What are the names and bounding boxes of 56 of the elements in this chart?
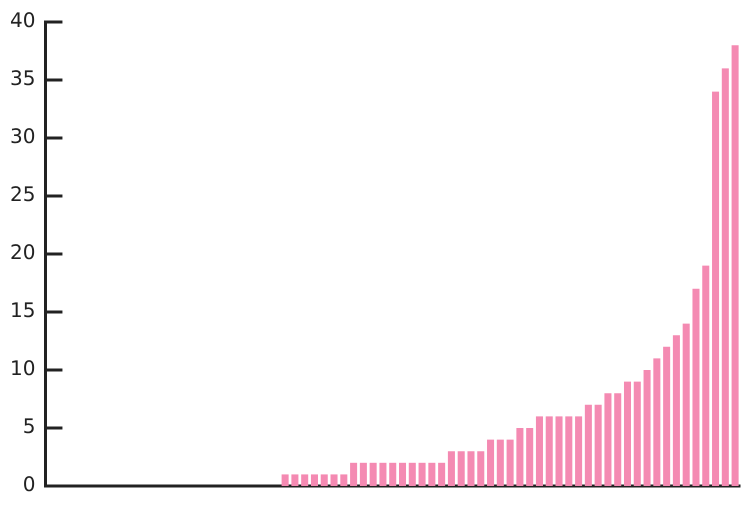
bar — [722, 68, 729, 486]
bar — [340, 474, 348, 486]
bar — [350, 462, 358, 486]
bar — [379, 462, 386, 486]
bar — [477, 451, 484, 486]
bar — [496, 440, 504, 486]
bar — [320, 474, 328, 486]
bar — [546, 416, 553, 486]
y-tick-label: 25 — [10, 182, 36, 206]
bar — [584, 404, 592, 486]
bar — [438, 462, 446, 486]
bar — [536, 416, 543, 486]
bar — [516, 428, 524, 486]
bar — [428, 462, 436, 486]
y-tick-label: 0 — [22, 472, 36, 496]
bar — [310, 474, 318, 486]
y-tick-label: 30 — [10, 124, 36, 148]
bar — [614, 393, 622, 486]
bar — [644, 370, 651, 486]
bar — [330, 474, 338, 486]
bar — [634, 382, 641, 486]
y-tick-label: 10 — [10, 356, 36, 380]
bar — [653, 358, 660, 486]
y-tick-label: 35 — [10, 66, 36, 90]
bar — [732, 45, 739, 486]
bar — [360, 462, 367, 486]
bar — [682, 324, 690, 486]
bar — [556, 416, 563, 486]
bar — [526, 428, 534, 486]
bar — [663, 346, 670, 486]
bar — [291, 474, 298, 486]
bar — [370, 462, 377, 486]
bar — [301, 474, 308, 486]
bar — [398, 462, 406, 486]
bar — [506, 440, 514, 486]
bar — [448, 451, 455, 486]
bar — [487, 440, 494, 486]
bar — [594, 404, 602, 486]
bar — [604, 393, 612, 486]
bar — [672, 335, 680, 486]
bar — [458, 451, 465, 486]
bar — [389, 462, 396, 486]
y-tick-label: 5 — [22, 414, 36, 438]
y-tick-label: 15 — [10, 298, 36, 322]
y-tick-label: 40 — [10, 8, 36, 32]
bar — [467, 451, 475, 486]
bar — [624, 382, 632, 486]
bar — [408, 462, 416, 486]
bar — [575, 416, 582, 486]
bar — [282, 474, 289, 486]
bar — [702, 266, 710, 486]
y-tick-label: 20 — [10, 240, 36, 264]
bar — [418, 462, 426, 486]
bar — [565, 416, 572, 486]
bar — [692, 288, 700, 486]
bar — [712, 92, 720, 486]
